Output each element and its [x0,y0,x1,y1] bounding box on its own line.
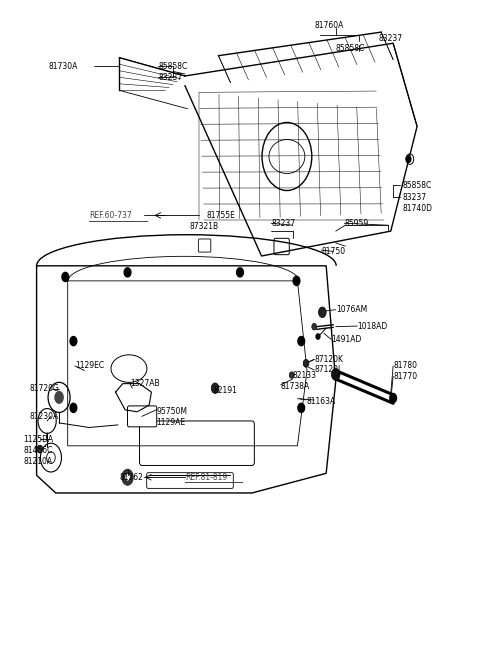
Text: 81262: 81262 [120,473,143,482]
Text: 85959: 85959 [344,218,369,228]
Text: 83237: 83237 [403,193,427,201]
Text: 85858C: 85858C [158,62,188,71]
Circle shape [316,334,320,339]
Text: 85858C: 85858C [403,181,432,190]
FancyBboxPatch shape [128,406,157,427]
Circle shape [293,276,300,285]
FancyBboxPatch shape [147,473,233,488]
Text: 85858C: 85858C [336,44,365,53]
Circle shape [37,445,43,453]
Text: 1076AM: 1076AM [336,305,367,314]
Text: 1125DA: 1125DA [23,435,53,443]
Circle shape [54,391,64,404]
Circle shape [406,156,411,163]
Text: 81163A: 81163A [306,398,336,407]
FancyBboxPatch shape [198,239,211,252]
Circle shape [70,337,77,346]
Circle shape [289,372,294,379]
Circle shape [298,337,305,346]
Circle shape [124,268,131,277]
Text: 82133: 82133 [293,371,317,380]
Circle shape [237,268,243,277]
Circle shape [319,307,326,318]
Text: REF.60-737: REF.60-737 [89,211,132,220]
Text: 83237: 83237 [158,73,183,82]
Text: 81755E: 81755E [206,211,235,220]
Circle shape [121,469,134,485]
Circle shape [70,403,77,413]
Text: 1129AE: 1129AE [156,419,185,428]
Text: 81456C: 81456C [23,446,53,455]
Text: 81770: 81770 [393,372,417,381]
Text: 81730A: 81730A [48,62,78,71]
Text: 1018AD: 1018AD [357,321,387,331]
Circle shape [390,394,396,403]
Text: 1491AD: 1491AD [331,335,361,344]
Text: 81740D: 81740D [403,205,433,213]
Text: 81230A: 81230A [29,412,59,421]
Circle shape [303,359,309,367]
Text: 81738A: 81738A [281,382,310,391]
Circle shape [62,272,69,281]
Text: 81210A: 81210A [23,457,52,466]
Text: 95750M: 95750M [156,407,187,417]
Text: 1327AB: 1327AB [130,379,159,388]
Text: 87321B: 87321B [190,222,219,231]
Text: 83237: 83237 [271,218,295,228]
Text: 82191: 82191 [214,386,238,395]
Text: 81720G: 81720G [29,384,60,394]
Text: 1129EC: 1129EC [75,361,104,371]
Text: 83237: 83237 [379,34,403,43]
FancyBboxPatch shape [140,421,254,466]
Text: 81760A: 81760A [314,21,344,30]
Text: 87120K: 87120K [314,355,343,364]
Text: 87120J: 87120J [314,365,340,375]
Text: REF.81-819: REF.81-819 [185,473,227,482]
FancyBboxPatch shape [274,238,289,255]
Circle shape [125,474,130,481]
Text: 81750: 81750 [322,247,346,256]
Circle shape [312,323,317,330]
Circle shape [298,403,305,413]
Circle shape [331,369,340,380]
Text: 81780: 81780 [393,361,417,371]
Circle shape [211,383,219,394]
